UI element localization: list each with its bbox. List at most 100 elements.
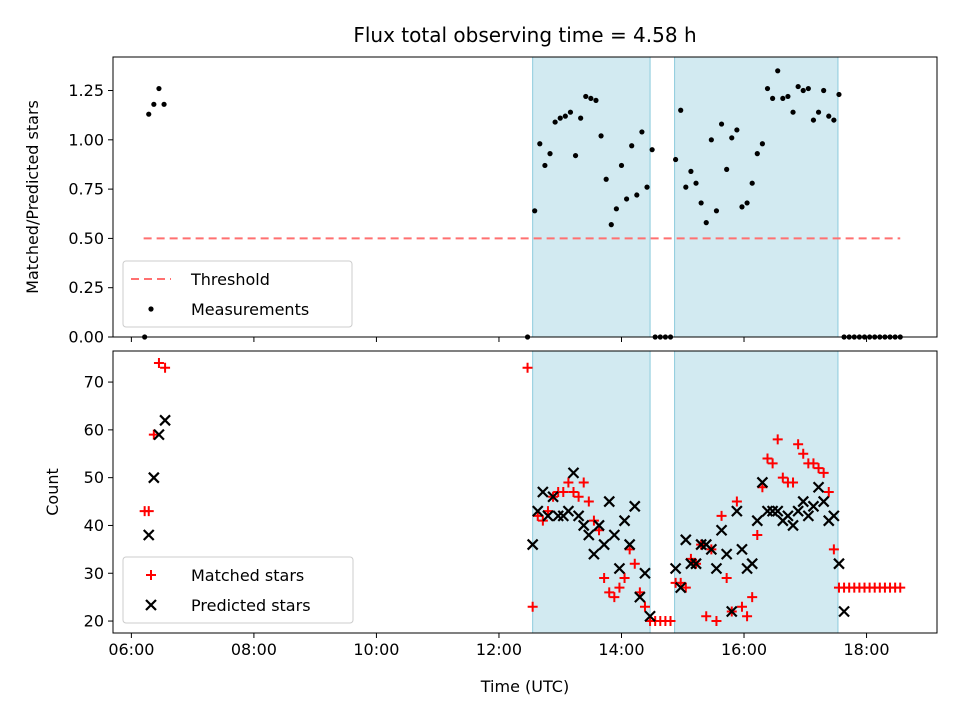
measurement-point: [151, 101, 157, 107]
measurement-point: [734, 127, 740, 133]
matched-point: [143, 506, 154, 517]
observing-span: [674, 56, 839, 338]
matched-point: [742, 611, 753, 622]
predicted-point: [695, 538, 707, 551]
predicted-point: [628, 500, 641, 513]
matched-point: [153, 357, 164, 368]
predicted-point: [838, 605, 850, 618]
predicted-point: [572, 510, 585, 522]
measurement-point: [608, 222, 614, 228]
matched-point: [599, 573, 610, 584]
predicted-point: [685, 557, 697, 570]
measurement-point: [562, 113, 568, 119]
y-tick-label: 0.00: [68, 328, 104, 347]
measurement-point: [764, 85, 771, 92]
matched-point: [895, 582, 906, 593]
measurement-point: [146, 111, 152, 117]
predicted-point: [547, 491, 559, 503]
predicted-point: [623, 538, 636, 551]
measurement-point: [821, 87, 827, 94]
matched-point: [736, 601, 747, 612]
predicted-point: [705, 543, 718, 556]
matched-point: [527, 601, 538, 612]
predicted-point: [807, 500, 820, 513]
measurement-point: [542, 162, 548, 169]
matched-point: [823, 487, 834, 497]
count-panel: 06:00 08:00 10:00 12:00 14:00 16:00 18:00 20 30 4…: [43, 350, 938, 696]
predicted-point: [159, 414, 171, 427]
matched-point: [604, 587, 615, 598]
measurement-point: [703, 220, 709, 226]
measurement-point: [623, 196, 630, 202]
measurement-point: [649, 147, 655, 153]
measurement-point: [836, 91, 842, 98]
matched-point: [609, 592, 620, 603]
measurement-point: [683, 184, 689, 190]
predicted-point: [608, 529, 621, 541]
measurement-point: [724, 166, 730, 172]
matched-point: [665, 616, 676, 627]
predicted-point: [828, 510, 840, 522]
y-tick-label: 40: [84, 516, 104, 535]
measurement-point: [639, 129, 645, 135]
measurement-point: [593, 97, 599, 103]
measurement-point: [775, 68, 781, 74]
matched-point: [731, 496, 742, 507]
matched-point: [711, 616, 722, 627]
predicted-point: [833, 557, 845, 570]
y-axis-label: Matched/Predicted stars: [23, 100, 42, 294]
measurement-point: [161, 101, 167, 107]
matched-point: [160, 362, 171, 373]
ratio-panel: 0.00 0.25 0.50 0.75 1.00 1.25 Matched/Predicte…: [23, 23, 938, 347]
axes-frame: [112, 350, 938, 634]
y-tick-label: 1.00: [68, 130, 104, 149]
predicted-point: [588, 548, 600, 560]
predicted-point: [787, 519, 799, 532]
predicted-point: [148, 471, 160, 484]
matched-point: [716, 510, 727, 521]
matched-point: [762, 453, 773, 464]
matched-point: [767, 458, 778, 469]
predicted-point: [567, 467, 580, 479]
measurement-point: [790, 109, 796, 115]
matched-point: [583, 496, 594, 507]
predicted-point: [618, 514, 631, 527]
x-tick-label: 08:00: [231, 640, 277, 659]
matched-point: [798, 448, 809, 459]
predicted-point: [526, 538, 539, 551]
measurement-point: [718, 121, 725, 127]
matched-point: [568, 487, 579, 497]
y-tick-label: 50: [84, 468, 104, 487]
measurement-point: [678, 107, 684, 113]
predicted-point: [153, 428, 165, 441]
legend-measurement-swatch: [148, 306, 154, 312]
y-tick-label: 0.50: [68, 229, 104, 248]
predicted-point: [634, 591, 646, 603]
measurement-point: [688, 168, 694, 174]
y-tick-label: 20: [84, 612, 104, 631]
predicted-point: [771, 505, 784, 517]
y-tick-label: 1.25: [68, 81, 104, 100]
x-axis-label: Time (UTC): [480, 677, 569, 696]
matched-point: [563, 477, 574, 488]
matched-point: [777, 472, 788, 483]
measurement-point: [759, 141, 765, 147]
predicted-point: [552, 510, 564, 522]
measurement-point: [603, 176, 609, 182]
matched-point: [558, 487, 569, 497]
measurement-point: [552, 119, 558, 125]
predicted-point: [715, 524, 728, 537]
matched-point: [680, 582, 691, 593]
measurement-point: [583, 93, 589, 100]
measurement-point: [770, 95, 776, 102]
predicted-point: [797, 495, 810, 508]
measurement-point: [795, 83, 801, 90]
predicted-point: [761, 505, 774, 517]
matched-point: [639, 601, 650, 612]
predicted-point: [720, 548, 733, 560]
measurement-point: [805, 85, 811, 92]
predicted-point: [725, 605, 738, 618]
measurement-point: [634, 192, 640, 198]
observing-span: [532, 350, 651, 634]
